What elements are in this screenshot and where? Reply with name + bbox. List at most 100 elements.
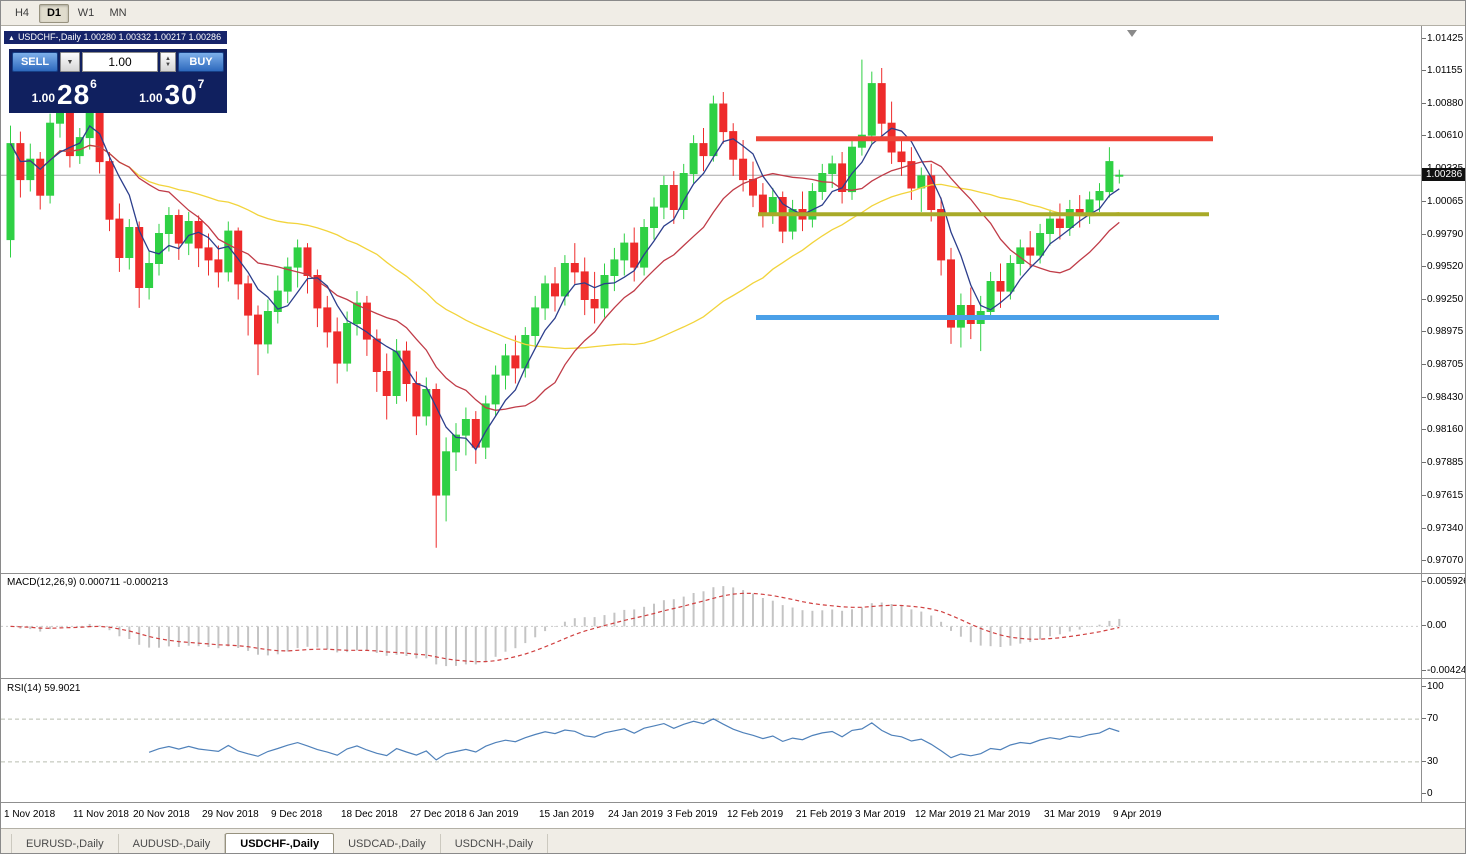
price-axis-label: 0.98160 xyxy=(1427,424,1464,436)
date-axis-label: 18 Dec 2018 xyxy=(341,809,398,820)
axis-tick xyxy=(1422,102,1426,104)
tab-usdcad-daily[interactable]: USDCAD-,Daily xyxy=(334,834,441,853)
macd-axis: 0.005926 0.00 -0.004241 xyxy=(1421,574,1466,678)
axis-tick xyxy=(1422,69,1426,71)
axis-tick xyxy=(1422,200,1426,202)
lot-dropdown-button[interactable]: ▼ xyxy=(60,52,80,72)
axis-tick xyxy=(1422,686,1426,687)
price-axis-label: 1.00610 xyxy=(1427,130,1464,142)
date-axis-label: 12 Feb 2019 xyxy=(727,809,784,820)
buy-price-pips: 30 xyxy=(164,79,198,110)
price-axis[interactable]: 1.00286 1.01425 1.01155 1.00880 1.00610 1.00… xyxy=(1421,26,1465,573)
sell-price-display[interactable]: 1.00 28 6 xyxy=(12,75,117,110)
timeframe-w1-button[interactable]: W1 xyxy=(71,4,101,23)
current-price-tag: 1.00286 xyxy=(1422,168,1465,181)
axis-tick xyxy=(1422,429,1426,431)
trade-controls-row: SELL ▼ ▲ ▼ BUY xyxy=(12,52,224,72)
price-axis-label: 0.97070 xyxy=(1427,555,1464,566)
date-axis-label: 12 Mar 2019 xyxy=(915,809,972,820)
rsi-axis-label: 70 xyxy=(1427,713,1439,725)
date-axis-label: 11 Nov 2018 xyxy=(73,809,129,820)
price-axis-label: 0.97615 xyxy=(1427,489,1464,501)
chevron-down-icon: ▼ xyxy=(165,62,171,68)
date-axis[interactable]: 1 Nov 2018 11 Nov 2018 20 Nov 2018 29 Nov 2… xyxy=(1,803,1421,828)
panel-divider[interactable] xyxy=(1,573,1465,574)
sell-price-pips: 28 xyxy=(57,79,91,110)
buy-price-major: 1.00 xyxy=(139,91,163,105)
timeframe-h4-button[interactable]: H4 xyxy=(7,4,37,23)
axis-tick xyxy=(1422,560,1426,561)
axis-tick xyxy=(1422,670,1426,671)
price-axis-label: 0.98705 xyxy=(1427,358,1464,370)
rsi-axis: 100 70 30 0 xyxy=(1421,679,1465,802)
date-axis-label: 20 Nov 2018 xyxy=(133,809,190,820)
tab-usdchf-daily[interactable]: USDCHF-,Daily xyxy=(225,833,335,853)
axis-tick xyxy=(1422,462,1426,464)
chart-tab-bar: EURUSD-,Daily AUDUSD-,Daily USDCHF-,Dail… xyxy=(1,828,1465,853)
timeframe-d1-button[interactable]: D1 xyxy=(39,3,69,23)
buy-button[interactable]: BUY xyxy=(178,52,224,72)
date-axis-label: 21 Mar 2019 xyxy=(974,809,1031,820)
price-axis-label: 1.00065 xyxy=(1427,195,1464,207)
price-axis-label: 0.99790 xyxy=(1427,228,1464,240)
rsi-axis-label: 30 xyxy=(1427,755,1439,767)
panel-divider xyxy=(1,802,1465,803)
tab-audusd-daily[interactable]: AUDUSD-,Daily xyxy=(119,834,226,853)
chevron-down-icon: ▼ xyxy=(66,58,74,66)
chart-title-text: USDCHF-,Daily 1.00280 1.00332 1.00217 1.… xyxy=(17,32,222,42)
trade-prices-row: 1.00 28 6 1.00 30 7 xyxy=(12,75,224,110)
rsi-axis-label: 0 xyxy=(1427,788,1433,799)
macd-panel[interactable] xyxy=(1,574,1421,678)
panel-divider[interactable] xyxy=(1,678,1465,679)
date-axis-label: 9 Dec 2018 xyxy=(271,809,323,820)
macd-axis-label: -0.004241 xyxy=(1427,665,1466,676)
date-axis-label: 6 Jan 2019 xyxy=(469,809,519,820)
price-axis-label: 0.99520 xyxy=(1427,261,1464,273)
axis-tick xyxy=(1422,625,1426,627)
axis-tick xyxy=(1422,718,1426,720)
macd-axis-label: 0.005926 xyxy=(1427,576,1466,587)
date-axis-label: 15 Jan 2019 xyxy=(539,809,595,820)
chart-icon: ▲ xyxy=(8,35,15,42)
buy-price-display[interactable]: 1.00 30 7 xyxy=(120,75,225,110)
lot-stepper[interactable]: ▲ ▼ xyxy=(160,52,176,72)
axis-tick xyxy=(1422,760,1426,762)
date-axis-label: 21 Feb 2019 xyxy=(796,809,853,820)
axis-tick xyxy=(1422,363,1426,365)
price-axis-label: 0.99250 xyxy=(1427,293,1464,305)
price-axis-label: 1.00880 xyxy=(1427,97,1464,109)
timeframe-toolbar: H4 D1 W1 MN xyxy=(1,1,1465,26)
price-axis-label: 0.98975 xyxy=(1427,326,1464,338)
date-axis-label: 29 Nov 2018 xyxy=(202,809,259,820)
timeframe-mn-button[interactable]: MN xyxy=(103,4,133,23)
tab-eurusd-daily[interactable]: EURUSD-,Daily xyxy=(11,834,119,853)
axis-tick xyxy=(1422,298,1426,300)
axis-tick xyxy=(1422,396,1426,398)
rsi-axis-label: 100 xyxy=(1427,681,1444,692)
chart-title: ▲ USDCHF-,Daily 1.00280 1.00332 1.00217 1… xyxy=(4,31,228,44)
axis-tick xyxy=(1422,581,1426,582)
sell-price-major: 1.00 xyxy=(31,91,55,105)
one-click-trading-panel: SELL ▼ ▲ ▼ BUY 1.00 28 6 1.00 30 7 xyxy=(9,49,227,113)
date-axis-label: 9 Apr 2019 xyxy=(1113,809,1162,820)
price-axis-label: 1.01155 xyxy=(1427,64,1463,76)
lot-size-input[interactable] xyxy=(82,52,158,72)
axis-tick xyxy=(1422,135,1426,137)
date-axis-label: 3 Feb 2019 xyxy=(667,809,718,820)
price-axis-label: 1.01425 xyxy=(1427,32,1464,44)
axis-tick xyxy=(1422,266,1426,268)
axis-tick xyxy=(1422,527,1426,529)
rsi-panel[interactable] xyxy=(1,679,1421,802)
date-axis-label: 27 Dec 2018 xyxy=(410,809,467,820)
tab-usdcnh-daily[interactable]: USDCNH-,Daily xyxy=(441,834,548,853)
axis-tick xyxy=(1422,331,1426,333)
price-chart[interactable] xyxy=(1,26,1421,573)
buy-price-point: 7 xyxy=(197,77,205,91)
sell-button[interactable]: SELL xyxy=(12,52,58,72)
sell-price-point: 6 xyxy=(90,77,97,91)
axis-tick xyxy=(1422,494,1426,496)
macd-axis-label: 0.00 xyxy=(1427,620,1447,632)
axis-tick xyxy=(1422,793,1426,794)
date-axis-label: 1 Nov 2018 xyxy=(4,809,56,820)
